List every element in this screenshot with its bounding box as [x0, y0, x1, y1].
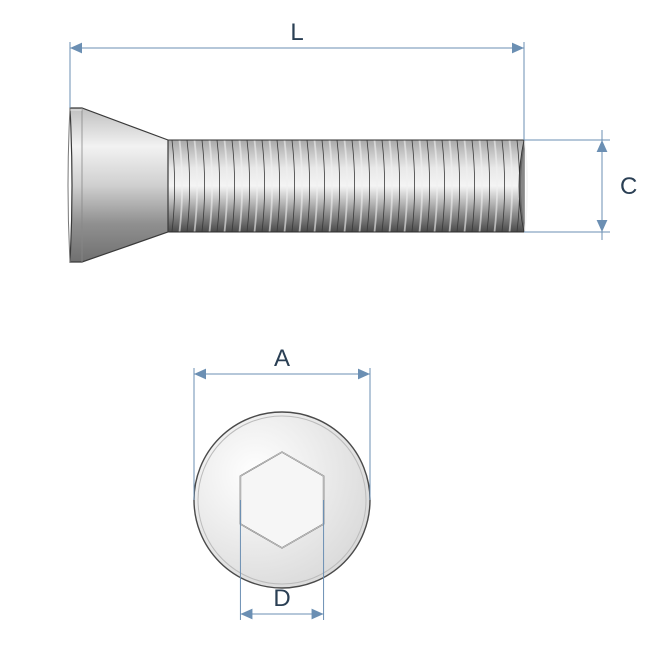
screw-head-face	[68, 108, 70, 262]
label-D: D	[273, 585, 290, 612]
dimension-arrow	[240, 609, 252, 620]
label-A: A	[274, 345, 290, 372]
dimension-arrow	[597, 140, 608, 152]
dimension-arrow	[70, 43, 82, 54]
dimension-arrow	[194, 369, 206, 380]
dimension-arrow	[312, 609, 324, 620]
screw-head	[70, 108, 168, 262]
label-C: C	[620, 173, 637, 200]
dimension-arrow	[597, 220, 608, 232]
label-L: L	[290, 19, 303, 46]
dimension-arrow	[358, 369, 370, 380]
dimension-arrow	[512, 43, 524, 54]
thread-ridge-light	[525, 140, 528, 232]
